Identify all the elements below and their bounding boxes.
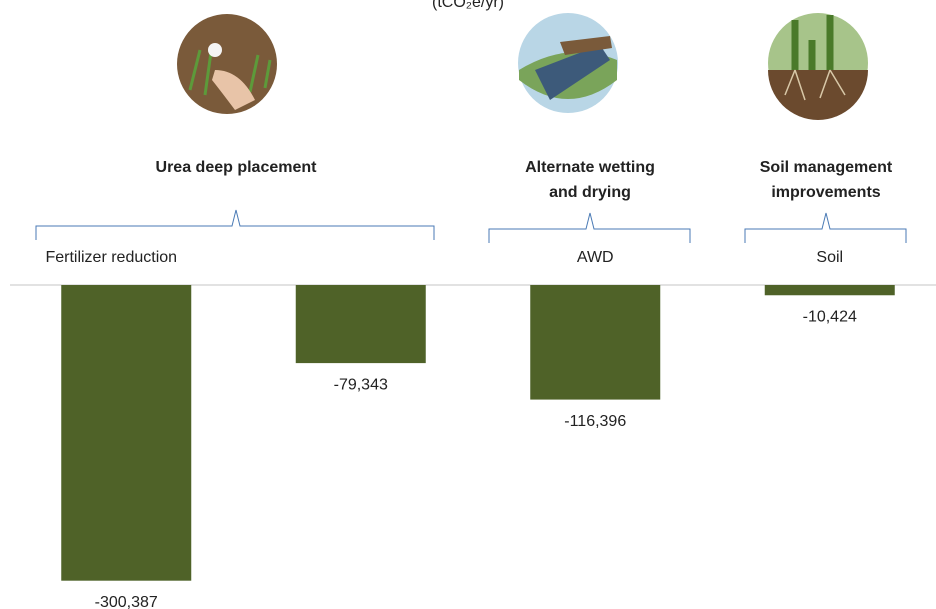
value-label: -116,396 xyxy=(564,413,626,430)
bar xyxy=(295,285,426,364)
icon-urea xyxy=(177,14,277,114)
brace xyxy=(744,212,907,243)
group-label: improvements xyxy=(771,184,880,201)
group-label: Alternate wetting xyxy=(525,159,655,176)
bar xyxy=(61,285,192,581)
bar xyxy=(764,285,895,296)
icon-awd xyxy=(518,13,618,113)
group-label: Soil management xyxy=(760,159,893,176)
x-tick-label: Soil xyxy=(816,249,843,266)
group-label: Urea deep placement xyxy=(156,159,318,176)
bar xyxy=(530,285,661,400)
value-label: -79,343 xyxy=(334,376,388,393)
brace xyxy=(35,209,435,240)
value-label: -300,387 xyxy=(95,594,158,609)
x-tick-label: AWD xyxy=(577,249,614,266)
value-label: -10,424 xyxy=(803,308,857,325)
icon-soil xyxy=(768,13,868,120)
group-label: and drying xyxy=(549,184,631,201)
x-tick-label: Fertilizer reduction xyxy=(45,249,177,266)
brace xyxy=(488,212,691,243)
chart-title: (tCO₂e/yr) xyxy=(432,0,504,11)
